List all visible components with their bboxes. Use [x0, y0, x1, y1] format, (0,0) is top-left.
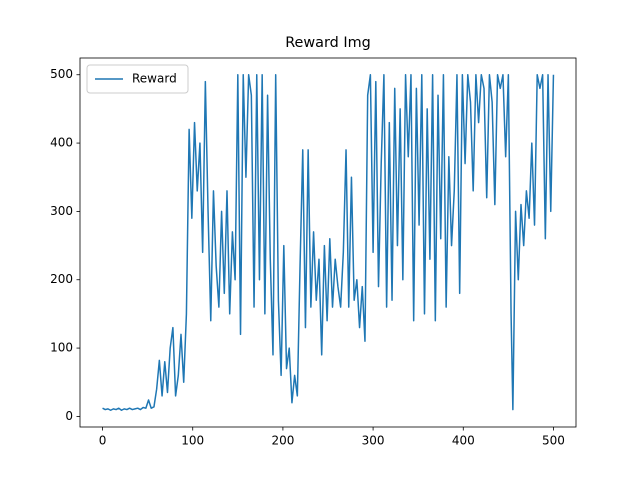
x-tick-label: 100: [181, 434, 204, 448]
x-tick-label: 500: [542, 434, 565, 448]
legend-box: [86, 64, 189, 94]
y-tick-label: 500: [50, 67, 73, 81]
axes-frame: [79, 57, 577, 428]
x-tick-label: 0: [99, 434, 107, 448]
y-tick-label: 300: [50, 204, 73, 218]
x-tick-label: 300: [362, 434, 385, 448]
y-tick-label: 100: [50, 341, 73, 355]
x-tick-label: 400: [452, 434, 475, 448]
legend-label: Reward: [132, 72, 177, 86]
chart-title: Reward Img: [285, 35, 371, 51]
y-tick-label: 0: [65, 409, 73, 423]
y-tick-label: 400: [50, 136, 73, 150]
line: [102, 73, 555, 412]
y-tick-label: 200: [50, 272, 73, 286]
x-tick-label: 200: [271, 434, 294, 448]
